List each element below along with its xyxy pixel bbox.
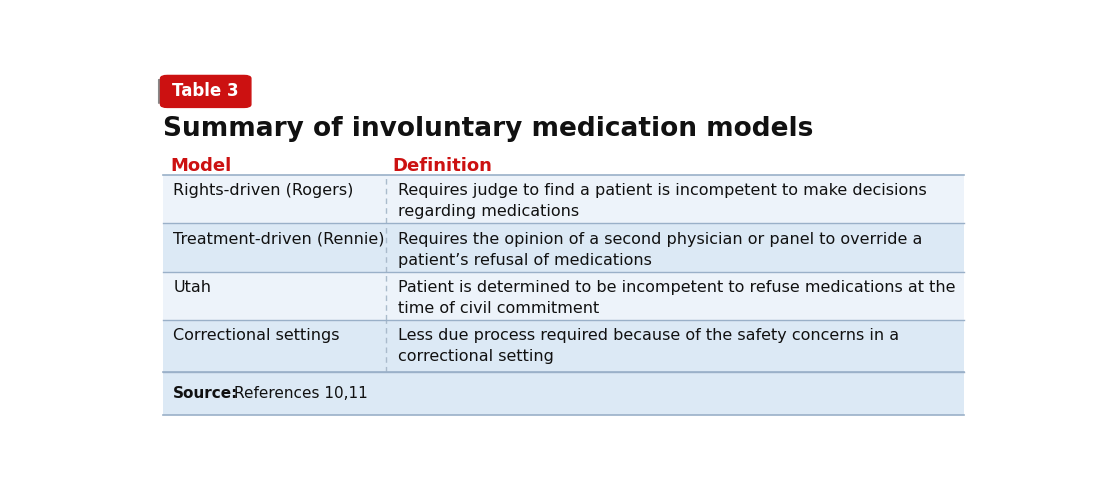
Text: Requires the opinion of a second physician or panel to override a
patient’s refu: Requires the opinion of a second physici… (398, 232, 923, 268)
Text: Correctional settings: Correctional settings (174, 328, 340, 343)
Bar (163, 272, 965, 320)
Bar (163, 372, 965, 415)
Text: Definition: Definition (393, 157, 492, 175)
Text: References 10,11: References 10,11 (234, 386, 367, 401)
Text: Less due process required because of the safety concerns in a
correctional setti: Less due process required because of the… (398, 328, 900, 364)
FancyBboxPatch shape (161, 75, 251, 107)
Text: Source:: Source: (174, 386, 239, 401)
Bar (163, 320, 965, 372)
Bar (163, 224, 965, 272)
Text: Patient is determined to be incompetent to refuse medications at the
time of civ: Patient is determined to be incompetent … (398, 280, 956, 316)
Text: Table 3: Table 3 (173, 83, 239, 100)
Text: Treatment-driven (Rennie): Treatment-driven (Rennie) (174, 232, 385, 247)
Bar (163, 175, 965, 224)
Text: Model: Model (169, 157, 231, 175)
Text: Rights-driven (Rogers): Rights-driven (Rogers) (174, 183, 354, 199)
Text: Utah: Utah (174, 280, 211, 295)
Text: Requires judge to find a patient is incompetent to make decisions
regarding medi: Requires judge to find a patient is inco… (398, 183, 927, 219)
Text: Summary of involuntary medication models: Summary of involuntary medication models (163, 115, 814, 142)
